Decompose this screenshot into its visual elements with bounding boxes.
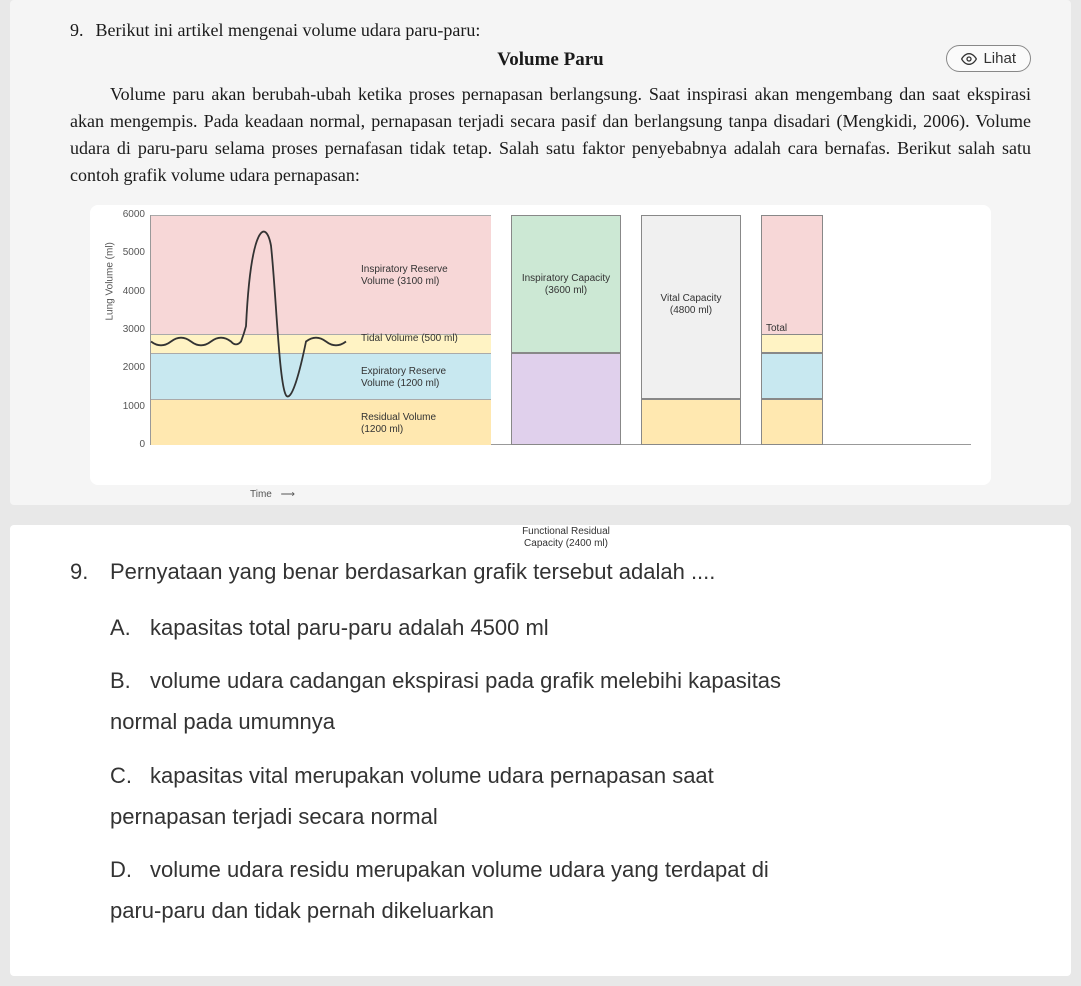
col-label-vc: Vital Capacity(4800 ml): [642, 293, 740, 317]
col-label-ic: Inspiratory Capacity(3600 ml): [512, 273, 620, 297]
lung-volume-chart: Lung Volume (ml) Inspiratory ReserveVolu…: [150, 215, 971, 475]
capacity-col-tlc_erv: [761, 353, 823, 399]
capacity-col-vc_bottom: [641, 399, 741, 445]
band-label-rv: Residual Volume(1200 ml): [361, 412, 436, 436]
y-axis-label: Lung Volume (ml): [105, 242, 116, 320]
article-card: 9. Berikut ini artikel mengenai volume u…: [10, 0, 1071, 505]
article-body: Volume paru akan berubah-ubah ketika pro…: [70, 81, 1031, 189]
option-c[interactable]: C. kapasitas vital merupakan volume udar…: [110, 758, 1031, 793]
question-card: 9. Pernyataan yang benar berdasarkan gra…: [10, 525, 1071, 976]
capacity-col-frc: Functional ResidualCapacity (2400 ml): [511, 353, 621, 445]
option-text: kapasitas total paru-paru adalah 4500 ml: [150, 610, 1031, 645]
spirogram-wave: [151, 215, 351, 445]
question-text: Pernyataan yang benar berdasarkan grafik…: [110, 555, 1031, 588]
capacity-col-ic: Inspiratory Capacity(3600 ml): [511, 215, 621, 353]
question-number: 9.: [70, 20, 84, 41]
lihat-label: Lihat: [983, 50, 1016, 67]
chart-container: Lung Volume (ml) Inspiratory ReserveVolu…: [90, 205, 991, 485]
title-row: Volume Paru Lihat: [70, 49, 1031, 71]
arrow-right-icon: ⟶: [281, 489, 295, 500]
option-text: volume udara cadangan ekspirasi pada gra…: [150, 663, 1031, 698]
y-tick: 5000: [115, 247, 145, 258]
option-d-cont: paru-paru dan tidak pernah dikeluarkan: [110, 893, 1031, 928]
option-letter: B.: [110, 668, 150, 694]
options-list: A. kapasitas total paru-paru adalah 4500…: [110, 610, 1031, 928]
question-row: 9. Pernyataan yang benar berdasarkan gra…: [70, 555, 1031, 588]
col-label-frc: Functional ResidualCapacity (2400 ml): [512, 526, 620, 550]
capacity-col-tlc_tv: [761, 334, 823, 353]
band-label-irv: Inspiratory ReserveVolume (3100 ml): [361, 264, 448, 288]
lihat-button[interactable]: Lihat: [946, 45, 1031, 72]
x-axis-label-text: Time: [250, 489, 272, 500]
y-tick: 0: [115, 439, 145, 450]
option-letter: A.: [110, 615, 150, 641]
capacity-col-vc: Vital Capacity(4800 ml): [641, 215, 741, 399]
question-intro: Berikut ini artikel mengenai volume udar…: [96, 20, 1032, 41]
option-letter: D.: [110, 857, 150, 883]
y-tick: 6000: [115, 209, 145, 220]
eye-icon: [961, 51, 977, 67]
band-label-tv: Tidal Volume (500 ml): [361, 333, 458, 345]
option-a[interactable]: A. kapasitas total paru-paru adalah 4500…: [110, 610, 1031, 645]
y-tick: 3000: [115, 324, 145, 335]
article-title: Volume Paru: [497, 49, 603, 71]
option-text: kapasitas vital merupakan volume udara p…: [150, 758, 1031, 793]
option-d[interactable]: D. volume udara residu merupakan volume …: [110, 852, 1031, 887]
question-header: 9. Berikut ini artikel mengenai volume u…: [70, 20, 1031, 41]
band-label-erv: Expiratory ReserveVolume (1200 ml): [361, 366, 446, 390]
option-b[interactable]: B. volume udara cadangan ekspirasi pada …: [110, 663, 1031, 698]
option-b-cont: normal pada umumnya: [110, 704, 1031, 739]
option-letter: C.: [110, 763, 150, 789]
option-text: volume udara residu merupakan volume uda…: [150, 852, 1031, 887]
question-number-2: 9.: [70, 559, 110, 585]
option-c-cont: pernapasan terjadi secara normal: [110, 799, 1031, 834]
capacity-col-tlc_rv: [761, 399, 823, 445]
y-tick: 1000: [115, 401, 145, 412]
plot-area: Inspiratory ReserveVolume (3100 ml) Tidal…: [150, 215, 971, 445]
y-tick: 2000: [115, 362, 145, 373]
y-tick: 4000: [115, 286, 145, 297]
x-axis-label: Time ⟶: [250, 489, 295, 500]
